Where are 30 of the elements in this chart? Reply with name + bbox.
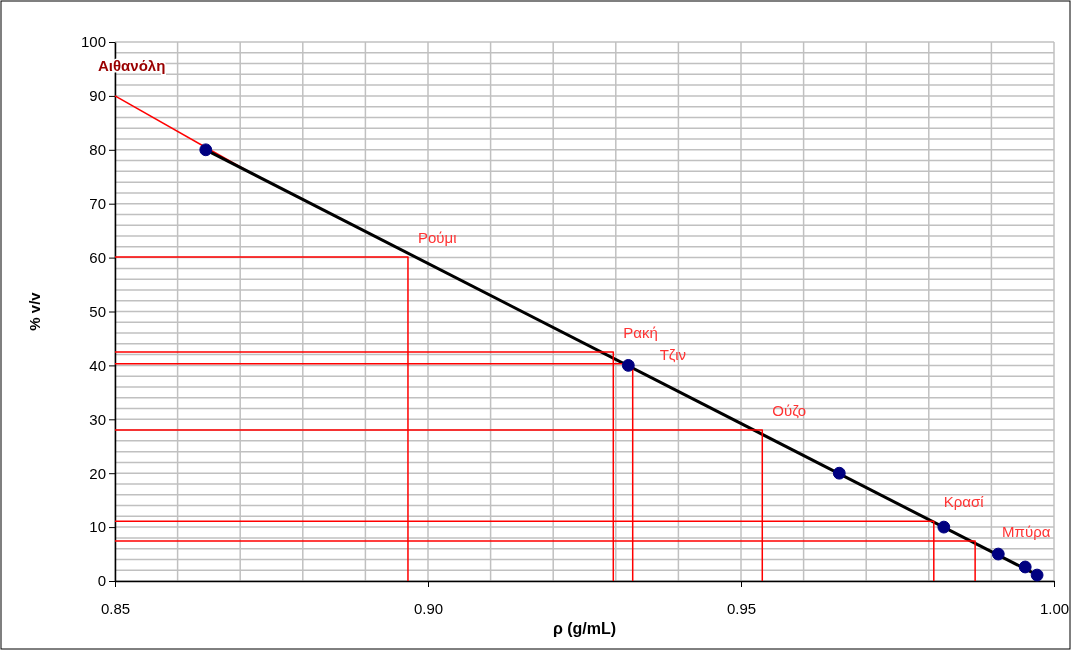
- point: [1018, 560, 1032, 574]
- x-tick-label: 0.90: [413, 600, 444, 617]
- y-tick-label: 40: [89, 356, 106, 374]
- annotation: Μπύρα: [1002, 523, 1051, 541]
- y-tick-label: 30: [89, 410, 106, 428]
- x-tick-label: 0.95: [726, 600, 757, 617]
- point: [199, 143, 213, 157]
- y-tick-label: 100: [80, 33, 106, 51]
- y-axis-title: % v/v: [26, 291, 43, 331]
- y-tick-label: 50: [89, 302, 106, 320]
- y-tick-label: 80: [89, 141, 106, 159]
- x-tick-label: 1.00: [1039, 600, 1070, 617]
- point: [832, 466, 846, 480]
- y-tick-label: 60: [89, 248, 106, 266]
- point: [621, 358, 635, 372]
- annotation: Ούζο: [772, 402, 807, 420]
- y-tick-label: 20: [89, 464, 106, 482]
- point: [1030, 568, 1044, 582]
- x-axis-title: ρ (g/mL): [552, 620, 617, 637]
- annotation: Τζιν: [659, 345, 687, 363]
- annotation: Ρούμι: [417, 229, 457, 247]
- annotation: Ρακή: [623, 323, 658, 341]
- x-tick-label: 0.85: [100, 600, 131, 617]
- y-tick-label: 10: [89, 518, 106, 536]
- annotation: Κρασί: [943, 493, 985, 511]
- y-tick-label: 90: [89, 87, 106, 105]
- point: [991, 547, 1005, 561]
- point: [937, 520, 951, 534]
- y-tick-label: 0: [97, 572, 106, 590]
- y-tick-label: 70: [89, 195, 106, 212]
